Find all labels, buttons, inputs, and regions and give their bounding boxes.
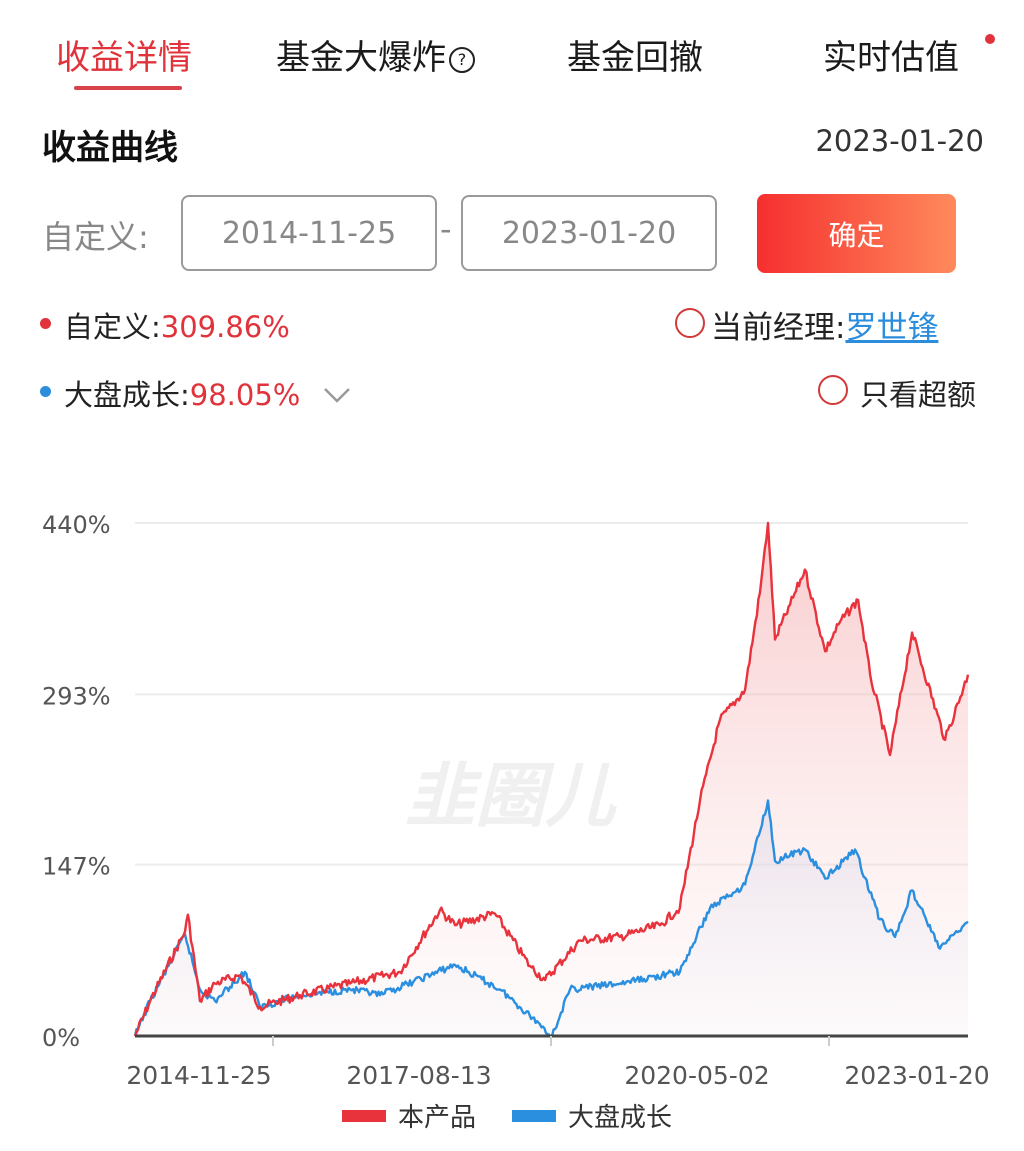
manager-label: 当前经理: [711,310,846,346]
confirm-button[interactable]: 确定 [757,194,956,273]
range-separator: - [440,210,452,248]
help-icon[interactable]: ? [449,46,475,73]
y-tick-label: 147% [42,853,111,881]
section-date: 2023-01-20 [815,124,984,158]
benchmark-dot-icon [40,386,51,397]
manager-link[interactable]: 罗世锋 [845,310,939,346]
legend-label: 本产品 [398,1103,476,1133]
legend-swatch [342,1110,386,1122]
benchmark-value: 98.05% [189,378,301,412]
legend-label: 大盘成长 [568,1103,672,1133]
custom-range-label: 自定义: [42,218,149,256]
y-tick-label: 293% [42,682,111,710]
legend-swatch [512,1110,556,1122]
tab-return-details[interactable]: 收益详情 [56,38,192,78]
notification-dot [985,34,995,44]
tab-label: 基金大爆炸 [276,38,446,78]
active-tab-indicator [74,86,182,90]
series-area-0 [135,523,968,1036]
product-value: 309.86% [160,310,290,344]
product-label: 自定义: [64,310,161,344]
watermark: 韭圈儿 [405,755,617,837]
x-tick-label: 2017-08-13 [346,1061,491,1090]
section-title: 收益曲线 [42,128,178,168]
manager-radio[interactable] [675,308,705,338]
benchmark-return[interactable]: 大盘成长:98.05% [64,372,352,414]
tab-fund-explosion[interactable]: 基金大爆炸? [276,30,475,79]
y-tick-label: 0% [42,1024,80,1052]
chevron-down-icon[interactable] [322,385,352,405]
return-chart: 韭圈儿 0% 147% 293% 440% 2014-11-25 2017-08-13 20… [42,511,990,1133]
tab-fund-drawdown[interactable]: 基金回撤 [567,38,703,78]
excess-only-label: 只看超额 [860,378,977,412]
x-tick-label: 2020-05-02 [624,1061,769,1090]
excess-only-radio[interactable] [818,375,848,405]
start-date-input[interactable]: 2014-11-25 [181,195,437,271]
product-dot-icon [40,318,51,329]
manager-row: 当前经理:罗世锋 [711,302,938,347]
y-tick-label: 440% [42,511,111,539]
x-tick-label: 2014-11-25 [126,1061,271,1090]
benchmark-label: 大盘成长: [64,378,190,412]
tab-realtime-estimate[interactable]: 实时估值 [823,38,959,78]
end-date-input[interactable]: 2023-01-20 [461,195,717,271]
series-line-product [133,521,970,1037]
product-return: 自定义:309.86% [64,304,290,346]
x-tick-label: 2023-01-20 [844,1061,989,1090]
